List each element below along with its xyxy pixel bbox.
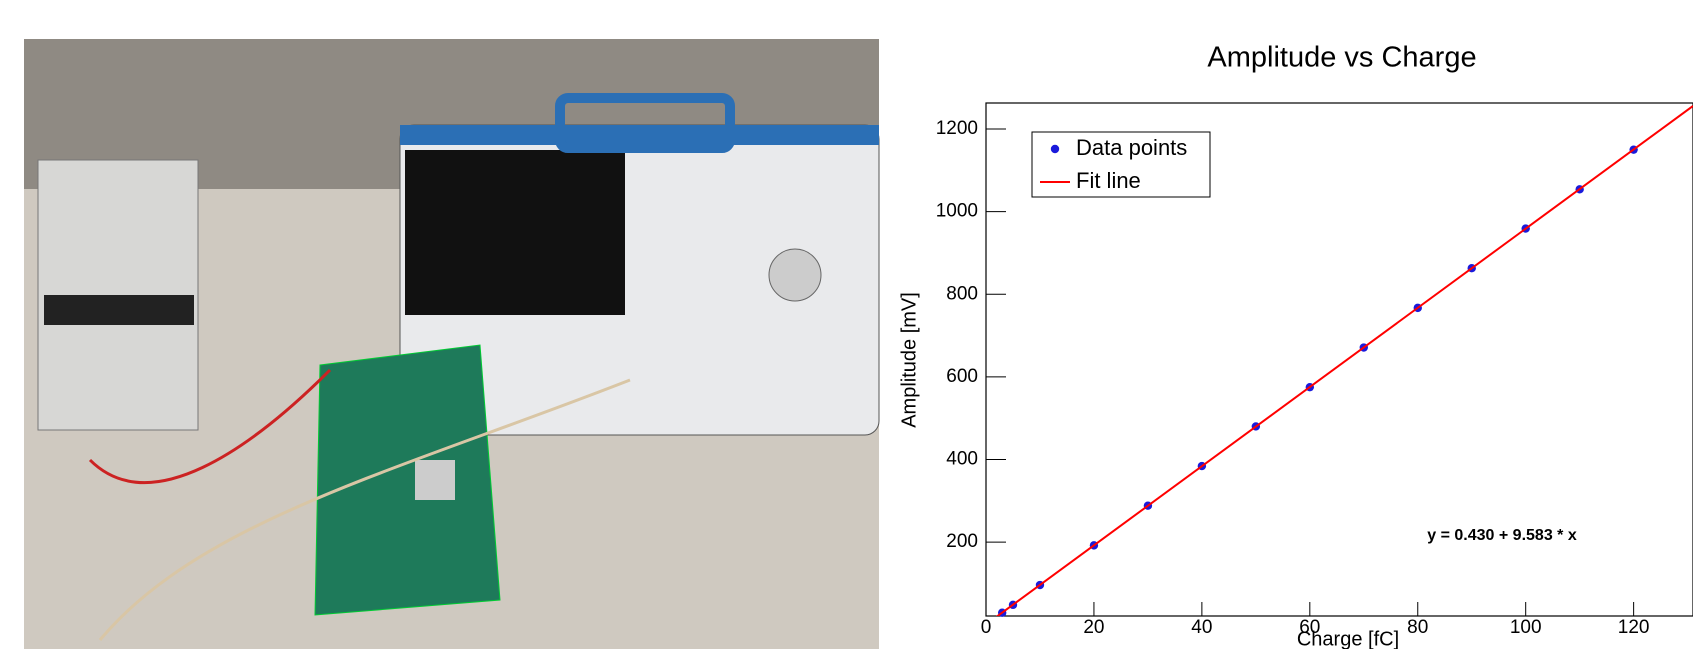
plot-frame (985, 102, 1693, 617)
heatsink (415, 460, 455, 500)
y-tick-label: 1200 (936, 118, 978, 139)
x-axis-label: Charge [fC] (1297, 628, 1399, 649)
y-axis-label: Amplitude [mV] (898, 292, 920, 428)
x-tick-label: 60 (1299, 617, 1320, 638)
legend-label: Fit line (1076, 168, 1141, 193)
power-supply-display (44, 295, 194, 325)
photo (24, 39, 880, 649)
fit-annotation: y = 0.430 + 9.583 * x (1427, 527, 1577, 544)
function-generator-handle (555, 93, 735, 153)
function-generator-knob (768, 248, 822, 302)
y-tick-label: 400 (946, 448, 978, 469)
cable (98, 378, 631, 641)
legend-label: Data points (1076, 135, 1187, 160)
x-tick-label: 20 (1083, 617, 1104, 638)
legend-swatch (1050, 144, 1060, 154)
legend-box (1031, 131, 1211, 198)
function-generator-screen (405, 150, 625, 315)
x-tick-label: 100 (1510, 617, 1542, 638)
y-tick-label: 800 (946, 283, 978, 304)
cable (88, 368, 332, 484)
y-tick-label: 200 (946, 531, 978, 552)
y-tick-label: 600 (946, 366, 978, 387)
y-tick-label: 1000 (936, 201, 978, 222)
x-tick-label: 40 (1191, 617, 1212, 638)
chart-title: Amplitude vs Charge (1207, 42, 1476, 74)
x-tick-label: 0 (981, 617, 992, 638)
x-tick-label: 120 (1618, 617, 1650, 638)
fit-line (995, 105, 1693, 616)
x-tick-label: 80 (1407, 617, 1428, 638)
function-generator-trim (400, 125, 879, 145)
circuit-board (314, 344, 501, 616)
